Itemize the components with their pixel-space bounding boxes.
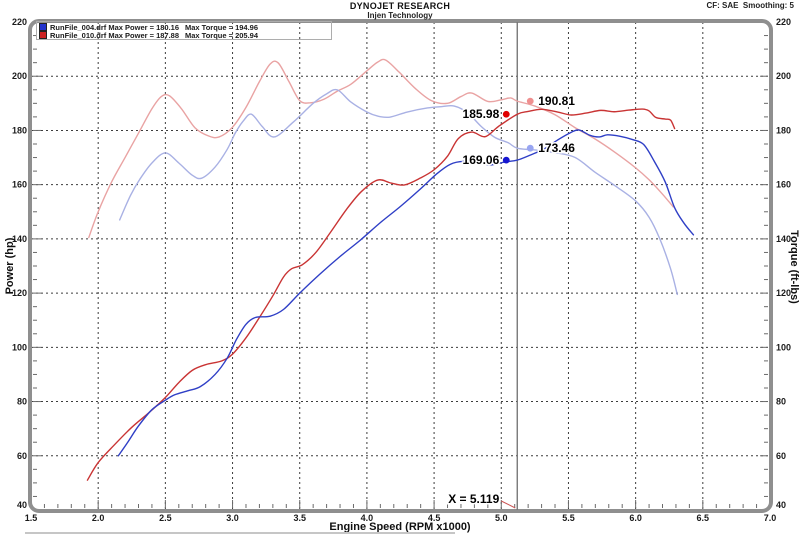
y-tick-left-80: 80 [17,397,27,407]
cursor-x-leader [501,500,516,509]
y-tick-right-160: 160 [776,180,791,190]
x-tick-4.0: 4.0 [361,513,374,523]
x-tick-5.5: 5.5 [562,513,575,523]
x-tick-2.0: 2.0 [92,513,105,523]
x-axis-title: Engine Speed (RPM x1000) [329,521,471,533]
x-tick-3.0: 3.0 [226,513,239,523]
y-tick-left-120: 120 [12,288,27,298]
run-010-file-and-power: RunFile_010.drf Max Power = 187.88 [50,30,180,40]
cursor-dot-power-004[interactable] [502,156,510,164]
shop-name: Injen Technology [367,11,433,20]
cursor-value-torque-004: 173.46 [538,141,575,155]
run-010-max-power: Max Power = 187.88 [108,30,180,40]
cursor-dot-torque-010[interactable] [526,97,534,105]
run-004-file-and-power: RunFile_004.drf Max Power = 180.16 [50,22,180,32]
y-tick-left-160: 160 [12,180,27,190]
run-010-file: RunFile_010.drf [50,30,107,40]
run-004-max-torque: Max Torque = 194.96 [185,22,259,32]
cursor-dot-power-010[interactable] [502,110,510,118]
y-tick-right-140: 140 [776,234,791,244]
y-tick-right-80: 80 [776,397,786,407]
legend-row-runfile-010[interactable]: RunFile_010.drf Max Power = 187.88 Max T… [39,30,329,40]
run-010-color-swatch [39,31,47,39]
y-tick-right-180: 180 [776,125,791,135]
x-tick-4.5: 4.5 [428,513,441,523]
legend-box: RunFile_004.drf Max Power = 180.16 Max T… [36,21,332,40]
run-004-max-power: Max Power = 180.16 [108,22,180,32]
y-tick-left-140: 140 [12,234,27,244]
app-title: DYNOJET RESEARCH [349,1,451,11]
x-tick-6.5: 6.5 [697,513,710,523]
y-axis-title-left: Power (hp) [4,237,16,294]
x-tick-2.5: 2.5 [159,513,172,523]
run-004-color-swatch [39,23,47,31]
curve-torque-004 [118,88,678,296]
plot-frame [28,19,773,513]
bottom-edge-artifact [25,532,455,534]
y-tick-left-40: 40 [17,500,27,510]
x-tick-5.0: 5.0 [495,513,508,523]
curve-power-004 [117,129,695,457]
y-tick-left-60: 60 [17,451,27,461]
run-010-max-torque: Max Torque = 205.94 [185,30,259,40]
y-tick-right-220: 220 [776,17,791,27]
curve-power-010 [86,108,676,481]
x-tick-3.5: 3.5 [293,513,306,523]
correction-smoothing-label: CF: SAE Smoothing: 5 [706,1,794,10]
x-tick-7.0: 7.0 [764,513,777,523]
cursor-x-readout: X = 5.119 [448,492,499,506]
y-tick-left-220: 220 [12,17,27,27]
x-tick-6.0: 6.0 [629,513,642,523]
cursor-value-power-004: 169.06 [463,153,500,167]
y-tick-right-100: 100 [776,342,791,352]
cursor-value-power-010: 185.98 [463,107,500,121]
y-axis-title-right: Torque (ft-lbs) [788,230,800,304]
curve-torque-010 [88,58,674,239]
y-tick-right-60: 60 [776,451,786,461]
y-tick-right-200: 200 [776,71,791,81]
y-tick-left-180: 180 [12,125,27,135]
legend-row-runfile-004[interactable]: RunFile_004.drf Max Power = 180.16 Max T… [39,22,329,32]
x-tick-1.5: 1.5 [25,513,38,523]
cursor-value-torque-010: 190.81 [538,94,575,108]
y-tick-left-100: 100 [12,342,27,352]
y-tick-left-200: 200 [12,71,27,81]
y-tick-right-120: 120 [776,288,791,298]
cursor-dot-torque-004[interactable] [526,144,534,152]
y-tick-right-40: 40 [776,500,786,510]
run-004-file: RunFile_004.drf [50,22,107,32]
